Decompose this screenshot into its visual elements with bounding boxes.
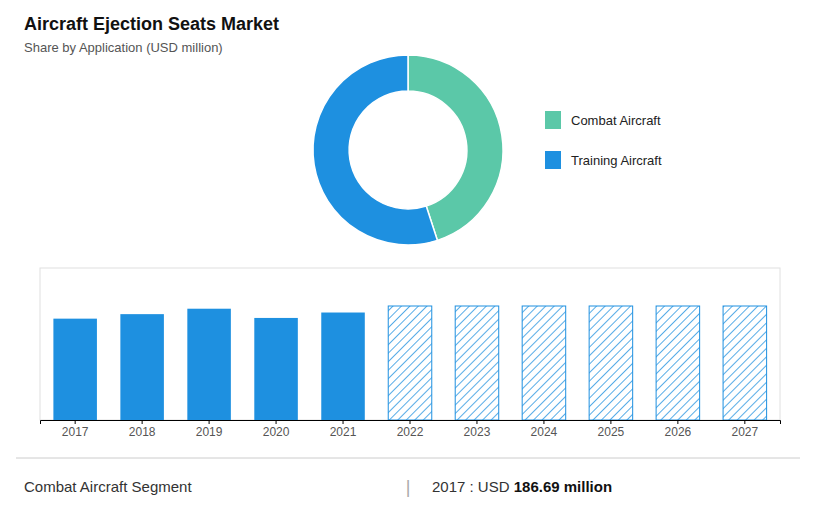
footer-bold: 186.69 million [514,478,612,495]
x-tick-label: 2026 [665,425,692,439]
footer-segment: Combat Aircraft Segment [24,478,192,495]
x-tick: 2019 [196,420,223,439]
bar [53,319,97,420]
bars [53,306,766,420]
donut-slice [313,55,437,245]
subtitle: Share by Application (USD million) [24,40,223,55]
legend-swatch [545,111,561,129]
x-tick-label: 2018 [129,425,156,439]
x-tick-mark [343,420,344,424]
x-axis-line [41,421,781,425]
bar [321,313,365,420]
x-tick: 2026 [665,420,692,439]
footer-separator-text: | [406,477,411,497]
chart-root: Aircraft Ejection Seats Market Share by A… [0,0,816,528]
x-tick: 2018 [129,420,156,439]
footer-value: 2017 : USD 186.69 million [432,478,612,495]
legend-label: Combat Aircraft [571,113,661,128]
x-tick: 2020 [263,420,290,439]
bar [723,306,767,420]
footer-separator [16,458,800,459]
x-tick-mark [744,420,745,424]
x-tick-label: 2019 [196,425,223,439]
title: Aircraft Ejection Seats Market [24,14,279,34]
x-tick-label: 2022 [397,425,424,439]
x-tick: 2024 [531,420,558,439]
bar [187,309,231,420]
x-tick-mark [209,420,210,424]
bar [120,314,164,420]
x-tick-label: 2023 [464,425,491,439]
footer-text: 2017 : USD [432,478,514,495]
legend-item: Combat Aircraft [545,111,661,129]
x-tick: 2025 [598,420,625,439]
x-tick: 2022 [397,420,424,439]
x-tick: 2023 [464,420,491,439]
x-tick-label: 2024 [531,425,558,439]
x-tick-mark [410,420,411,424]
x-tick-label: 2021 [330,425,357,439]
x-tick-mark [610,420,611,424]
legend-swatch [545,151,561,169]
legend: Combat Aircraft Training Aircraft [545,111,662,169]
bar [455,306,499,420]
bar [388,306,432,420]
plot-frame [40,268,780,420]
x-tick: 2017 [62,420,89,439]
x-tick-label: 2017 [62,425,89,439]
x-tick-label: 2020 [263,425,290,439]
bar [656,306,700,420]
bar [589,306,633,420]
bar-chart: 2017 2018 2019 2020 2021 2022 2023 2024 2025 2026… [40,268,781,439]
x-tick-mark [543,420,544,424]
x-tick: 2021 [330,420,357,439]
legend-label: Training Aircraft [571,153,662,168]
x-tick-label: 2027 [731,425,758,439]
legend-item: Training Aircraft [545,151,662,169]
bar [522,306,566,420]
x-tick-mark [476,420,477,424]
x-axis: 2017 2018 2019 2020 2021 2022 2023 2024 2025 2026… [41,420,781,439]
x-tick: 2027 [731,420,758,439]
x-tick-mark [677,420,678,424]
x-tick-mark [276,420,277,424]
x-tick-mark [75,420,76,424]
bar [254,318,298,420]
donut [313,55,503,245]
x-tick-mark [142,420,143,424]
x-tick-label: 2025 [598,425,625,439]
